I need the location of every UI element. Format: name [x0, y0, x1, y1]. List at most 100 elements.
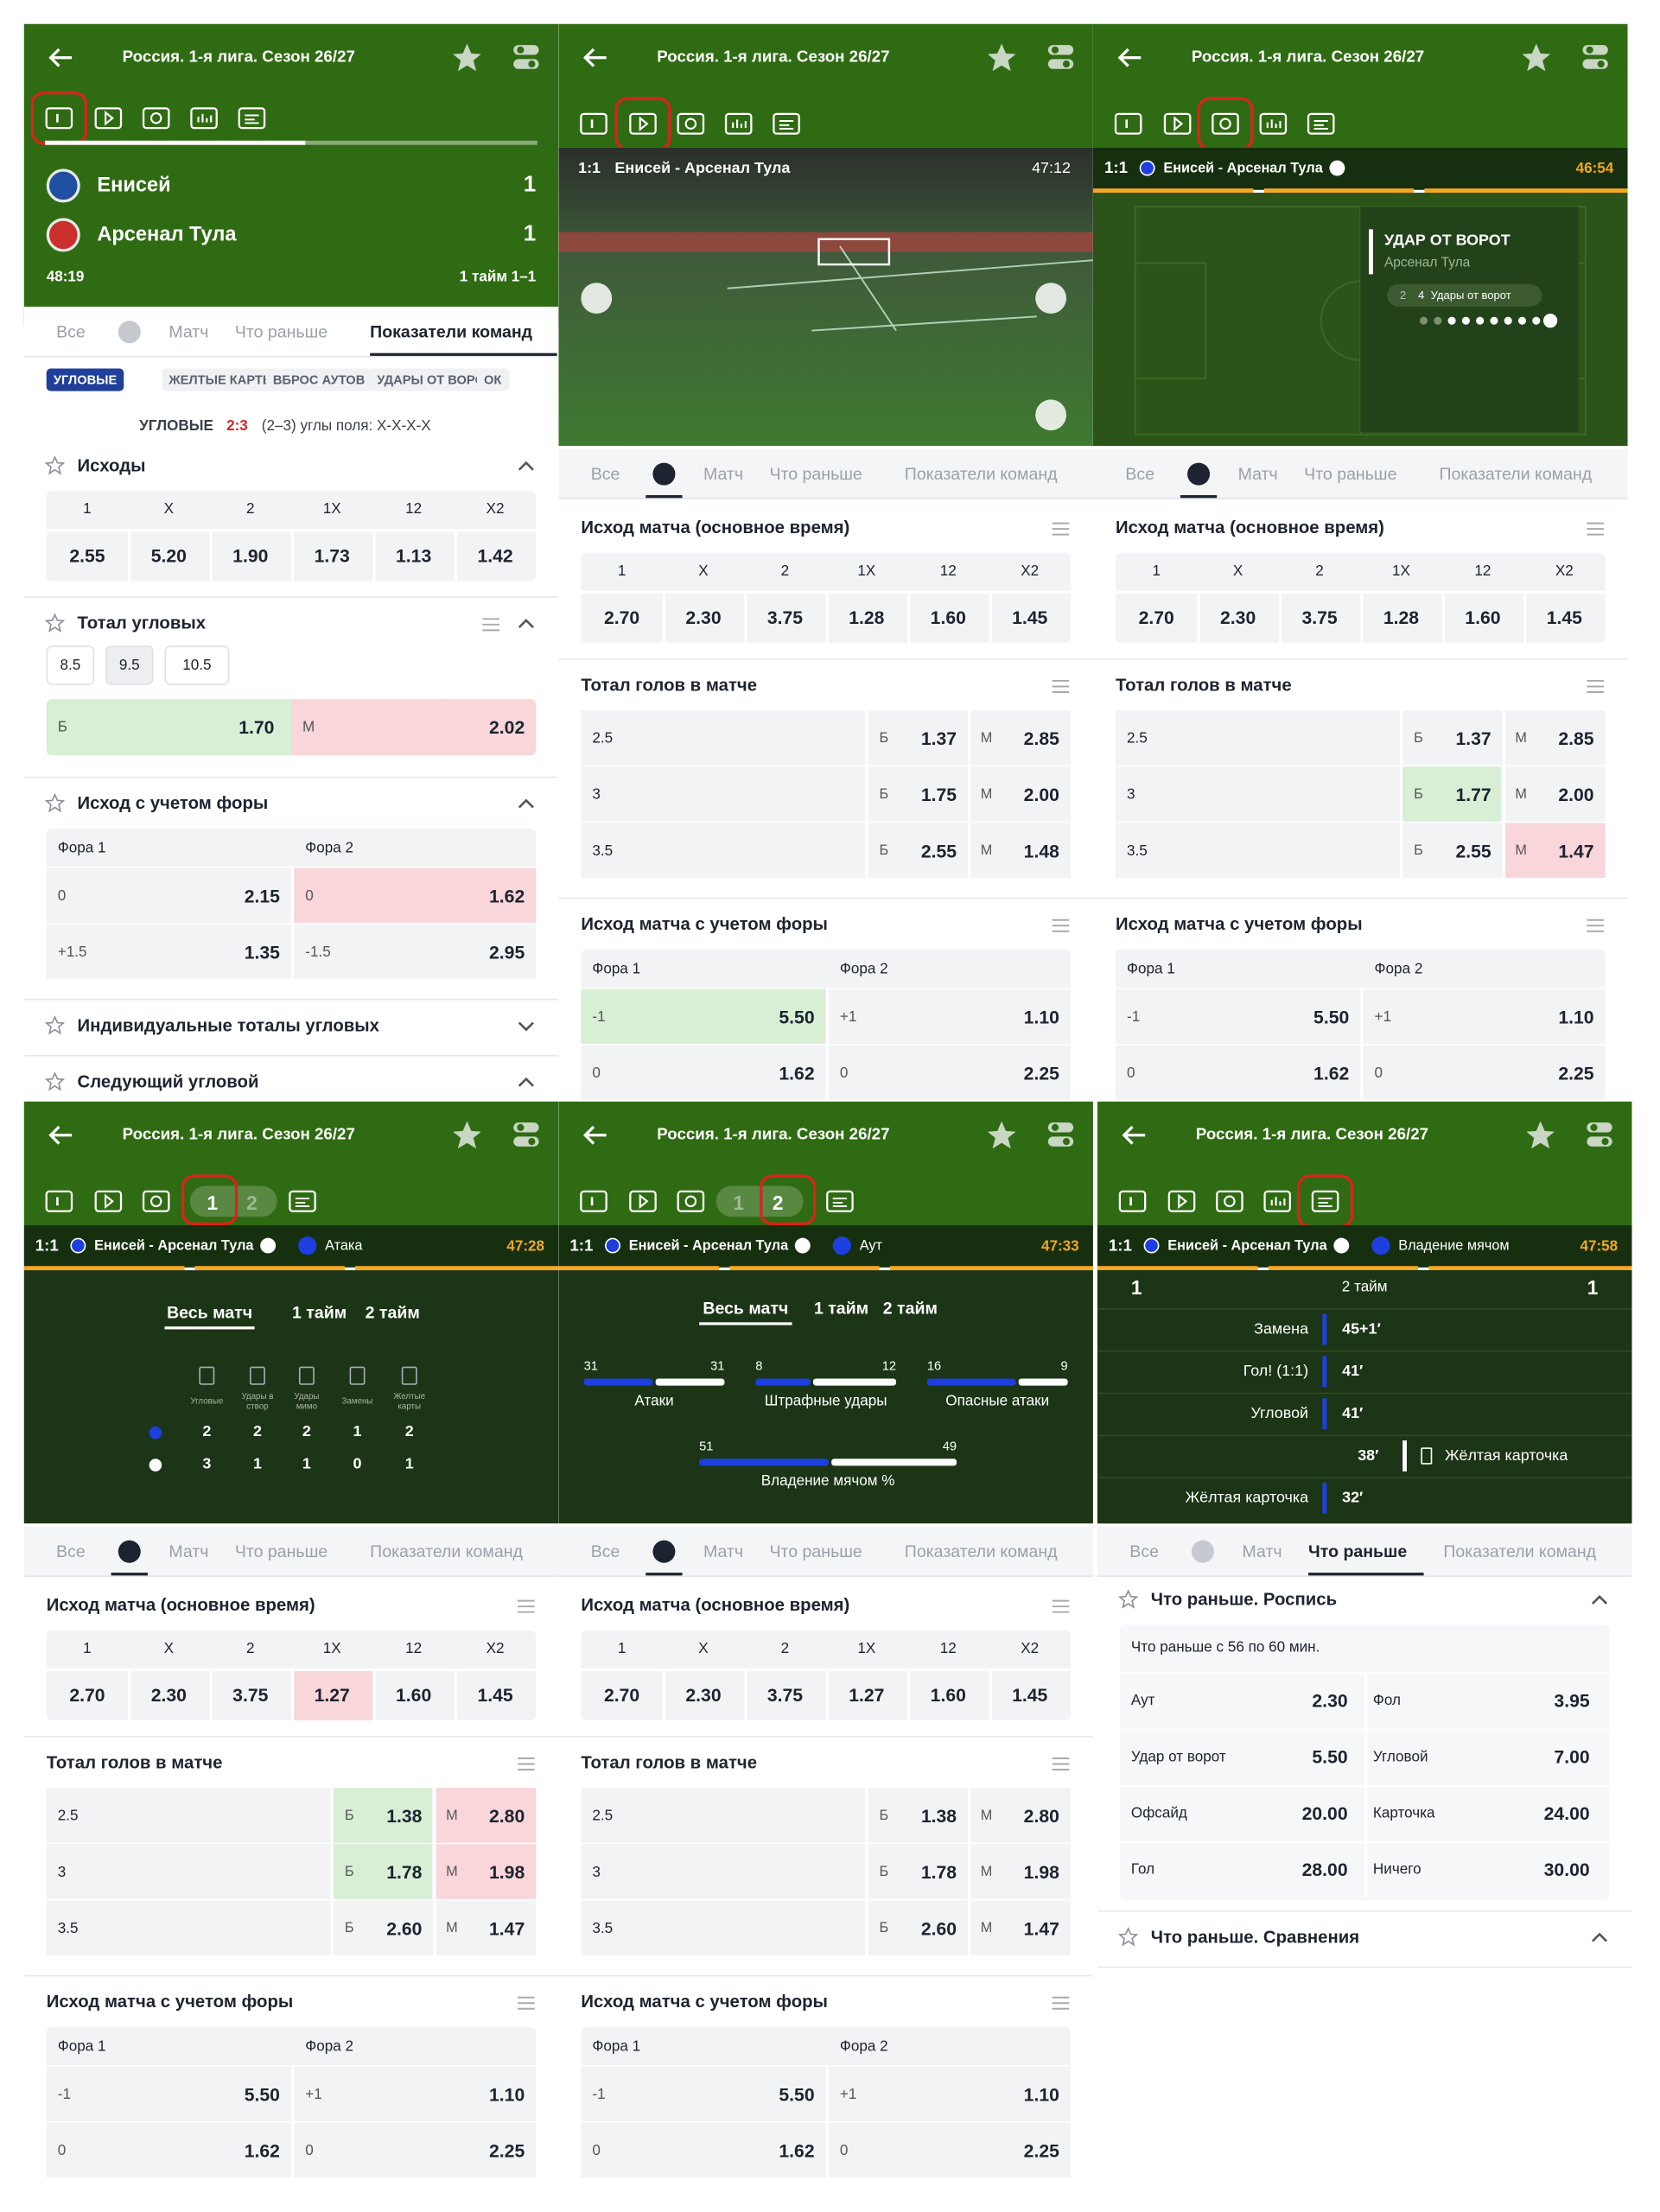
- market-toggle[interactable]: [1586, 677, 1606, 694]
- view-tab-icon[interactable]: [1114, 111, 1142, 137]
- odd-value[interactable]: 2.70: [69, 1684, 105, 1706]
- market-toggle[interactable]: [1051, 519, 1071, 537]
- handicap-odd[interactable]: 1.10: [1023, 2083, 1059, 2106]
- nav-tab[interactable]: Что раньше: [769, 1541, 862, 1562]
- view-tab-icon[interactable]: [238, 105, 266, 130]
- view-tab-icon[interactable]: [1307, 111, 1335, 137]
- market-title[interactable]: Исход матча (основное время): [46, 1595, 315, 1615]
- view-tab-icon[interactable]: [289, 1189, 317, 1214]
- handicap-odd[interactable]: 5.50: [779, 1006, 815, 1028]
- period-option[interactable]: 1 тайм: [291, 1302, 347, 1323]
- under-odd[interactable]: 2.00: [1558, 784, 1594, 806]
- nav-tab[interactable]: Что раньше: [769, 464, 862, 485]
- line-option[interactable]: [46, 645, 95, 685]
- under-odd[interactable]: 2.85: [1558, 728, 1594, 749]
- view-tab-icon[interactable]: [45, 105, 73, 130]
- market-toggle[interactable]: [516, 614, 536, 632]
- handicap-odd[interactable]: 1.10: [489, 2083, 525, 2106]
- favorite-icon[interactable]: [1117, 1927, 1139, 1947]
- view-tab-icon[interactable]: [724, 111, 753, 137]
- over-odd[interactable]: 1.38: [386, 1805, 423, 1827]
- favorite-star[interactable]: [986, 1120, 1017, 1151]
- under-odd[interactable]: 2.02: [489, 716, 525, 738]
- odd-value[interactable]: 1.45: [1012, 1684, 1048, 1706]
- nav-icon[interactable]: [1186, 461, 1211, 486]
- market-toggle[interactable]: [516, 1754, 536, 1771]
- nav-tab[interactable]: Все: [1129, 1541, 1159, 1562]
- view-tab-icon[interactable]: [1259, 111, 1288, 137]
- line-option-label[interactable]: 9.5: [118, 657, 140, 674]
- odd-value[interactable]: 1.28: [1383, 607, 1420, 628]
- view-tab-icon[interactable]: [190, 105, 219, 130]
- back-button[interactable]: [1116, 45, 1144, 70]
- over-odd[interactable]: 1.37: [1455, 728, 1491, 749]
- period-option[interactable]: 1 тайм: [813, 1298, 869, 1319]
- nav-tab[interactable]: Все: [56, 321, 86, 342]
- view-tab-icon[interactable]: [629, 1189, 658, 1214]
- nav-tab[interactable]: Матч: [169, 321, 209, 342]
- nav-icon[interactable]: [652, 1539, 677, 1564]
- over-odd[interactable]: 2.55: [1455, 840, 1491, 862]
- nav-tab[interactable]: Показатели команд: [904, 1541, 1058, 1562]
- market-title[interactable]: Тотал угловых: [77, 613, 207, 633]
- nav-icon[interactable]: [117, 1539, 142, 1564]
- odd-value[interactable]: 1.73: [314, 544, 350, 567]
- handicap-odd[interactable]: 2.25: [1023, 2140, 1059, 2162]
- market-toggle[interactable]: [1051, 1597, 1071, 1614]
- video-player[interactable]: [558, 147, 1093, 447]
- odd-value[interactable]: 1.60: [1465, 607, 1501, 628]
- view-tab-icon[interactable]: [677, 1189, 705, 1214]
- under-odd[interactable]: 2.80: [489, 1805, 525, 1827]
- handicap-odd[interactable]: 1.10: [1558, 1006, 1594, 1028]
- favorite-star[interactable]: [1521, 42, 1552, 73]
- view-tab-icon[interactable]: [580, 1189, 608, 1214]
- handicap-odd[interactable]: 5.50: [1313, 1006, 1350, 1028]
- nav-tab[interactable]: Все: [56, 1541, 86, 1562]
- market-title[interactable]: Исходы: [77, 455, 146, 476]
- option-odd[interactable]: 7.00: [1554, 1746, 1590, 1768]
- back-button[interactable]: [581, 1122, 609, 1147]
- under-odd[interactable]: 1.98: [1023, 1861, 1059, 1884]
- market-title[interactable]: Исход матча (основное время): [1116, 518, 1384, 537]
- odd-value[interactable]: 3.75: [1301, 607, 1338, 628]
- odd-value[interactable]: 2.30: [150, 1684, 187, 1706]
- back-button[interactable]: [581, 45, 609, 70]
- market-toggle[interactable]: [516, 1073, 536, 1090]
- odd-value[interactable]: 3.75: [232, 1684, 269, 1706]
- line-option[interactable]: [164, 645, 230, 685]
- market-toggle[interactable]: [516, 1017, 536, 1034]
- nav-icon[interactable]: [652, 461, 677, 486]
- odd-value[interactable]: 2.30: [685, 607, 722, 628]
- odd-value[interactable]: 1.42: [477, 544, 513, 567]
- nav-tab[interactable]: Матч: [1242, 1541, 1282, 1562]
- handicap-odd[interactable]: 2.25: [1023, 1062, 1059, 1084]
- over-odd[interactable]: 1.78: [386, 1861, 423, 1884]
- option-odd[interactable]: 3.95: [1554, 1690, 1590, 1712]
- under-odd[interactable]: 2.00: [1023, 784, 1059, 806]
- favorite-icon[interactable]: [44, 1015, 66, 1035]
- odd-value[interactable]: 3.75: [766, 1684, 804, 1706]
- settings-toggle[interactable]: [1586, 1120, 1614, 1151]
- over-odd[interactable]: 1.38: [920, 1805, 957, 1827]
- period-tab[interactable]: 2: [246, 1191, 258, 1214]
- odd-value[interactable]: 1.45: [477, 1684, 513, 1706]
- list-icon[interactable]: [481, 614, 501, 632]
- market-title[interactable]: Тотал голов в матче: [581, 675, 758, 696]
- view-tab-icon[interactable]: [45, 1189, 73, 1214]
- nav-tab[interactable]: Все: [590, 1541, 620, 1562]
- handicap-odd[interactable]: 1.10: [1023, 1006, 1059, 1028]
- handicap-odd[interactable]: 1.62: [779, 1062, 815, 1084]
- market-title[interactable]: Исход матча (основное время): [581, 1595, 850, 1615]
- option-odd[interactable]: 24.00: [1543, 1802, 1590, 1824]
- back-button[interactable]: [1120, 1122, 1148, 1147]
- settings-toggle[interactable]: [1581, 42, 1610, 73]
- odd-value[interactable]: 1.60: [930, 607, 966, 628]
- back-button[interactable]: [47, 45, 75, 70]
- favorite-star[interactable]: [452, 1120, 483, 1151]
- filter-chip[interactable]: ОК: [476, 368, 509, 391]
- over-odd[interactable]: 2.60: [920, 1917, 957, 1940]
- under-odd[interactable]: 1.48: [1023, 840, 1059, 862]
- market-title[interactable]: Что раньше. Сравнения: [1150, 1927, 1360, 1948]
- odd-value[interactable]: 2.55: [69, 544, 105, 567]
- view-tab-icon[interactable]: [94, 1189, 123, 1214]
